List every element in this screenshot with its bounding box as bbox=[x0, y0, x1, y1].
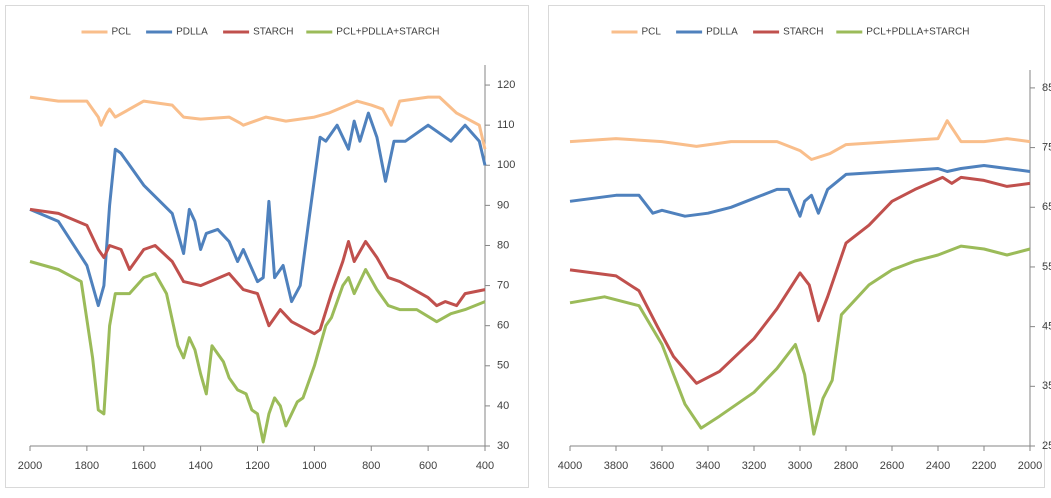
x-tick-label: 2600 bbox=[880, 460, 904, 472]
legend-label: PCL bbox=[642, 27, 662, 38]
series-line bbox=[29, 111, 487, 308]
y-tick-label: 40 bbox=[497, 400, 509, 412]
y-tick-label: 25 bbox=[1042, 440, 1051, 452]
legend-label: PDLLA bbox=[176, 27, 208, 38]
x-tick-label: 3800 bbox=[604, 460, 628, 472]
y-tick-label: 45 bbox=[1042, 321, 1051, 333]
y-tick-label: 100 bbox=[497, 159, 515, 171]
x-tick-label: 3400 bbox=[696, 460, 720, 472]
y-tick-label: 80 bbox=[497, 239, 509, 251]
x-tick-label: 1400 bbox=[188, 460, 212, 472]
y-tick-label: 75 bbox=[1042, 141, 1051, 153]
series-line bbox=[29, 207, 486, 336]
legend-label: STARCH bbox=[783, 27, 823, 38]
x-tick-label: 1000 bbox=[302, 460, 326, 472]
x-tick-label: 2000 bbox=[18, 460, 42, 472]
series-line bbox=[569, 164, 1031, 218]
x-tick-label: 2200 bbox=[972, 460, 996, 472]
y-tick-label: 70 bbox=[497, 279, 509, 291]
x-tick-label: 4000 bbox=[558, 460, 582, 472]
chart: 30 40 50 60 70 80 90 100 110 120 2000 1800 1600 1400 1… bbox=[18, 27, 516, 472]
y-tick-label: 55 bbox=[1042, 261, 1051, 273]
x-tick-label: 3000 bbox=[788, 460, 812, 472]
x-tick-label: 1200 bbox=[245, 460, 269, 472]
x-tick-label: 1800 bbox=[75, 460, 99, 472]
y-tick-label: 120 bbox=[497, 79, 515, 91]
legend-label: PDLLA bbox=[706, 27, 738, 38]
x-tick-label: 3600 bbox=[650, 460, 674, 472]
legend-label: PCL bbox=[112, 27, 132, 38]
legend-label: PCL+PDLLA+STARCH bbox=[866, 27, 969, 38]
y-tick-label: 50 bbox=[497, 360, 509, 372]
y-tick-label: 85 bbox=[1042, 82, 1051, 94]
x-tick-label: 400 bbox=[476, 460, 494, 472]
x-tick-label: 600 bbox=[419, 460, 437, 472]
x-tick-label: 800 bbox=[362, 460, 380, 472]
x-tick-label: 2000 bbox=[1018, 460, 1042, 472]
y-tick-label: 60 bbox=[497, 320, 509, 332]
series-line bbox=[29, 95, 487, 150]
y-tick-label: 30 bbox=[497, 440, 509, 452]
legend-label: PCL+PDLLA+STARCH bbox=[336, 27, 439, 38]
series-line bbox=[569, 119, 1031, 161]
y-tick-label: 90 bbox=[497, 199, 509, 211]
x-tick-label: 2800 bbox=[834, 460, 858, 472]
y-tick-label: 65 bbox=[1042, 201, 1051, 213]
chart: 25 35 45 55 65 75 85 4000 3800 3600 3400 3200 3000 28… bbox=[558, 27, 1051, 472]
series-line bbox=[569, 244, 1031, 436]
series-line bbox=[569, 175, 1031, 385]
y-tick-label: 110 bbox=[497, 119, 515, 131]
legend-label: STARCH bbox=[253, 27, 293, 38]
y-tick-label: 35 bbox=[1042, 380, 1051, 392]
x-tick-label: 3200 bbox=[742, 460, 766, 472]
x-tick-label: 1600 bbox=[132, 460, 156, 472]
x-tick-label: 2400 bbox=[926, 460, 950, 472]
series-line bbox=[29, 260, 486, 444]
